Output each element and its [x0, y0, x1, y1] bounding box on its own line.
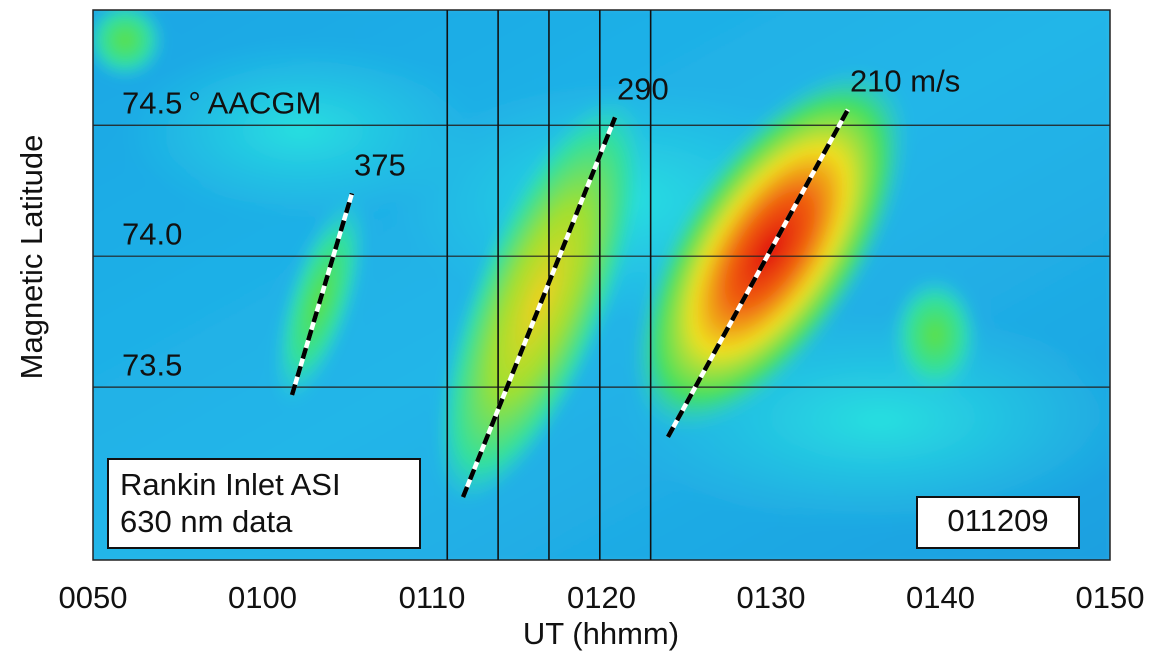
- y-axis-label: Magnetic Latitude: [14, 135, 49, 380]
- instrument-name: Rankin Inlet ASI: [120, 467, 341, 502]
- date-code: 011209: [947, 503, 1048, 538]
- y-tick-label: 74.0: [122, 216, 182, 251]
- date-box: [916, 496, 1080, 549]
- speed-line-base: [460, 116, 618, 498]
- x-tick-label: 0110: [399, 580, 466, 615]
- x-tick-label: 0120: [567, 580, 636, 615]
- speed-label: 210 m/s: [850, 64, 960, 99]
- x-tick-label: 0050: [59, 580, 128, 615]
- x-tick-label: 0130: [737, 580, 806, 615]
- coordinate-label: ° AACGM: [188, 85, 321, 120]
- x-tick-label: 0150: [1076, 580, 1145, 615]
- x-tick-label: 0140: [906, 580, 975, 615]
- speed-line: [289, 192, 355, 396]
- speed-line: [665, 108, 850, 438]
- instrument-box: [107, 458, 421, 549]
- plot-layer: 73.5 74.0 74.5 ° AACGM 375 290 210 m/s: [93, 10, 1110, 560]
- speed-label: 290: [617, 72, 669, 107]
- instrument-data: 630 nm data: [120, 504, 293, 539]
- x-axis-label: UT (hhmm): [523, 616, 679, 651]
- x-tick-label: 0100: [228, 580, 297, 615]
- plot-frame: [92, 9, 1111, 561]
- y-tick-label: 73.5: [122, 347, 182, 382]
- speed-label: 375: [354, 148, 406, 183]
- y-tick-label: 74.5: [122, 85, 182, 120]
